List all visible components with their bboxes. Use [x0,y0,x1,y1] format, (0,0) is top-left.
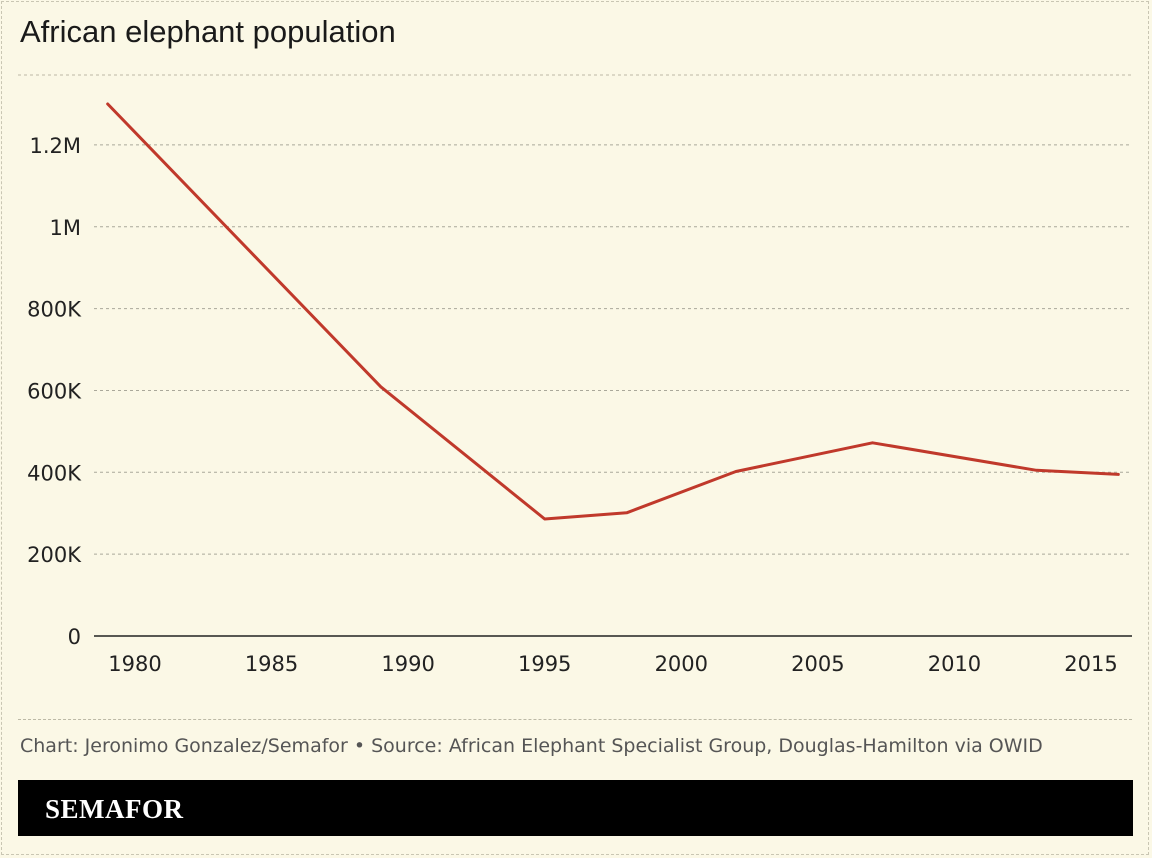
series-line [106,102,1120,521]
source-note: Chart: Jeronimo Gonzalez/Semafor • Sourc… [20,735,1043,757]
y-tick-label: 600K [27,379,82,403]
x-tick-label: 2005 [791,652,844,676]
y-tick-label: 200K [27,543,82,567]
chart-title: African elephant population [20,14,396,49]
y-tick-label: 1M [50,216,81,240]
x-tick-label: 1995 [518,652,571,676]
y-tick-label: 1.2M [29,134,81,158]
x-tick-label: 1980 [108,652,161,676]
brand-logo: SEMAFOR [45,794,184,824]
footer-divider [18,719,1132,720]
y-tick-label: 400K [27,461,82,485]
x-tick-label: 2015 [1064,652,1117,676]
y-tick-label: 800K [27,298,82,322]
x-tick-label: 2000 [655,652,708,676]
x-tick-label: 2010 [928,652,981,676]
brand-bar: SEMAFOR [18,780,1133,836]
x-tick-label: 1985 [245,652,298,676]
x-tick-label: 1990 [381,652,434,676]
y-tick-label: 0 [68,625,81,649]
